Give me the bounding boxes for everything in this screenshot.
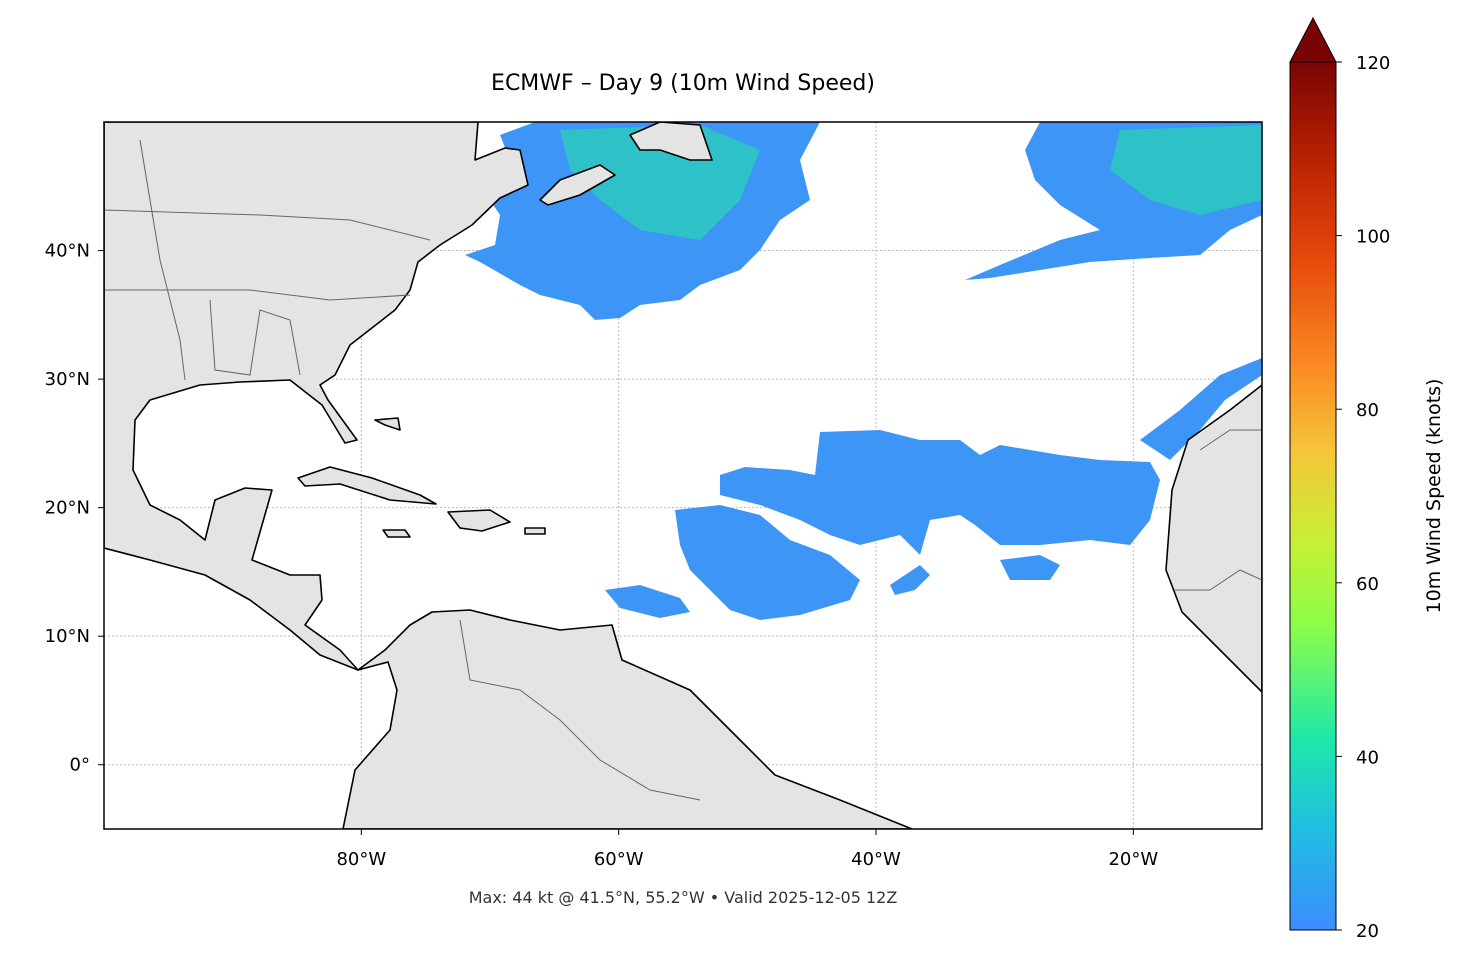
- colorbar-tick-label: 20: [1356, 921, 1379, 942]
- state-borders: [209, 299, 301, 376]
- x-tick-label: 60°W: [594, 849, 644, 870]
- south-america: [342, 609, 913, 829]
- axes: 80°W 60°W 40°W 20°W 0° 10°N 20°N 30°N 40°N: [45, 241, 1159, 870]
- footer: Max: 44 kt @ 41.5°N, 55.2°W • Valid 2025…: [469, 888, 898, 907]
- colorbar-label: 10m Wind Speed (knots): [1423, 379, 1445, 614]
- colorbar: 20 40 60 80 100 120 10m Wind Speed (knots): [1289, 16, 1445, 942]
- y-tick-label: 0°: [70, 755, 90, 776]
- wind-patch: [1110, 125, 1262, 215]
- y-tick-label: 30°N: [45, 369, 90, 390]
- wind-patch: [890, 565, 930, 595]
- state-borders: [104, 289, 411, 301]
- colorbar-tick-label: 40: [1356, 747, 1379, 768]
- country-borders: [459, 619, 701, 801]
- colorbar-tick-label: 60: [1356, 574, 1379, 595]
- x-tick-label: 80°W: [336, 849, 386, 870]
- wind-patch: [605, 585, 690, 618]
- north-america: [104, 122, 529, 671]
- bahamas: [374, 417, 401, 431]
- y-tick-label: 20°N: [45, 498, 90, 519]
- map: [104, 122, 1262, 829]
- wind-patch: [720, 430, 1160, 555]
- wind-patch: [1140, 358, 1262, 460]
- canada-maritimes: [539, 164, 616, 206]
- state-borders: [139, 139, 186, 381]
- state-borders: [104, 209, 431, 241]
- hispaniola: [447, 509, 511, 532]
- title: ECMWF – Day 9 (10m Wind Speed): [491, 71, 875, 96]
- country-borders: [1175, 569, 1262, 591]
- cuba: [297, 466, 437, 505]
- y-tick-label: 40°N: [45, 241, 90, 262]
- y-tick-label: 10°N: [45, 626, 90, 647]
- wind-patch: [675, 505, 860, 620]
- colorbar-tick-label: 120: [1356, 53, 1390, 74]
- map-frame: [103, 121, 1263, 830]
- x-tick-label: 40°W: [851, 849, 901, 870]
- wind-patch: [1000, 555, 1060, 580]
- colorbar-extend: [1289, 16, 1337, 63]
- jamaica: [382, 529, 411, 538]
- colorbar-gradient: [1289, 61, 1337, 931]
- land: [104, 122, 1262, 829]
- colorbar-tick-label: 100: [1356, 227, 1390, 248]
- colorbar-tick-label: 80: [1356, 400, 1379, 421]
- wind-field: [465, 122, 1262, 620]
- africa: [1165, 384, 1262, 693]
- puerto-rico: [524, 527, 546, 535]
- x-tick-label: 20°W: [1108, 849, 1158, 870]
- country-borders: [1199, 429, 1262, 451]
